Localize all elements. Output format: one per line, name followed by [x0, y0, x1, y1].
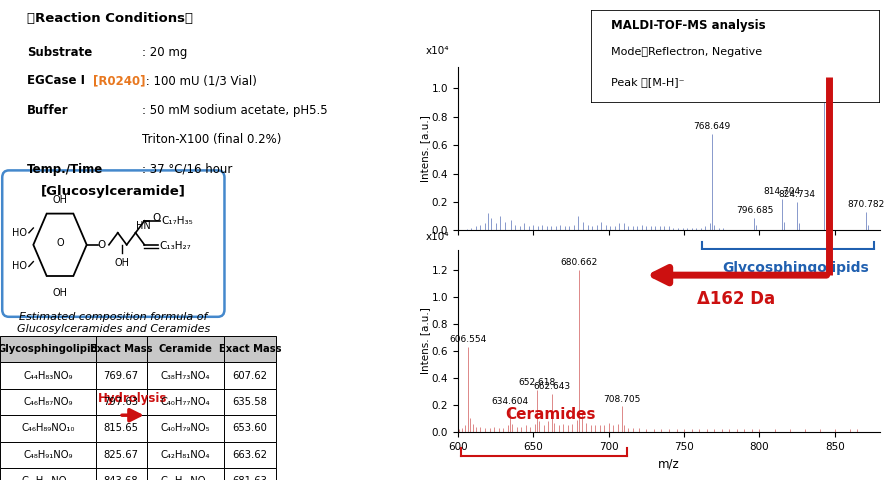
Text: Temp./Time: Temp./Time — [27, 163, 103, 176]
Text: 814.704: 814.704 — [763, 187, 800, 196]
Text: 663.62: 663.62 — [233, 450, 268, 460]
Bar — [0, 336, 96, 362]
FancyBboxPatch shape — [3, 170, 224, 317]
Text: C₄₈H₉₃NO₁₀: C₄₈H₉₃NO₁₀ — [21, 476, 75, 480]
Bar — [0, 389, 96, 415]
Text: : 100 mU (1/3 Vial): : 100 mU (1/3 Vial) — [142, 74, 257, 87]
Text: Triton-X100 (final 0.2%): Triton-X100 (final 0.2%) — [142, 133, 282, 146]
Bar — [0, 468, 96, 480]
Text: 768.649: 768.649 — [693, 122, 731, 131]
Text: 607.62: 607.62 — [233, 371, 268, 381]
Text: O: O — [56, 239, 64, 248]
Text: Glycosphingolipid: Glycosphingolipid — [0, 344, 98, 354]
Text: HN: HN — [135, 221, 150, 230]
Bar — [0, 442, 96, 468]
Text: 634.604: 634.604 — [492, 397, 529, 407]
Text: Substrate: Substrate — [27, 46, 92, 59]
Text: x10⁴: x10⁴ — [426, 232, 450, 242]
Text: 769.67: 769.67 — [103, 371, 139, 381]
Bar — [96, 362, 147, 389]
Text: Peak ：[M-H]⁻: Peak ：[M-H]⁻ — [612, 77, 685, 87]
Text: EGCase I: EGCase I — [27, 74, 89, 87]
Text: x10⁴: x10⁴ — [426, 46, 450, 56]
Text: 824.734: 824.734 — [778, 190, 815, 199]
Bar — [96, 415, 147, 442]
Text: 842.748: 842.748 — [805, 77, 843, 85]
Text: [Glucosylceramide]: [Glucosylceramide] — [41, 185, 186, 198]
Text: C₄₄H₈₃NO₉: C₄₄H₈₃NO₉ — [23, 371, 73, 381]
Text: Exact Mass: Exact Mass — [90, 344, 152, 354]
Text: C₄₂H₈₁NO₄: C₄₂H₈₁NO₄ — [161, 450, 211, 460]
Text: Exact Mass: Exact Mass — [219, 344, 281, 354]
Bar — [147, 442, 224, 468]
Text: 635.58: 635.58 — [233, 397, 268, 407]
Text: 815.65: 815.65 — [104, 423, 139, 433]
Text: : 37 °C/16 hour: : 37 °C/16 hour — [142, 163, 233, 176]
Text: C₁₇H₃₅: C₁₇H₃₅ — [161, 216, 193, 226]
Text: OH: OH — [115, 258, 130, 268]
Text: Δ162 Da: Δ162 Da — [698, 289, 775, 308]
Text: HO: HO — [12, 228, 28, 238]
Text: O: O — [152, 214, 160, 223]
Text: HO: HO — [12, 262, 28, 271]
Bar — [147, 468, 224, 480]
Text: 606.554: 606.554 — [449, 335, 486, 344]
Text: 662.643: 662.643 — [533, 383, 571, 392]
Bar — [0, 362, 96, 389]
Text: 796.685: 796.685 — [736, 206, 773, 215]
Bar — [147, 415, 224, 442]
Bar — [147, 362, 224, 389]
Text: C₁₃H₂₇: C₁₃H₂₇ — [159, 241, 191, 251]
Text: Mode：Reflectron, Negative: Mode：Reflectron, Negative — [612, 47, 763, 57]
Bar — [96, 389, 147, 415]
Bar — [224, 362, 276, 389]
Text: 【Reaction Conditions】: 【Reaction Conditions】 — [27, 12, 193, 25]
Bar — [147, 389, 224, 415]
Text: Hydrolysis: Hydrolysis — [98, 392, 168, 405]
Text: 680.662: 680.662 — [561, 258, 598, 267]
Text: 708.705: 708.705 — [603, 395, 640, 404]
Bar — [224, 389, 276, 415]
Text: 653.60: 653.60 — [233, 423, 268, 433]
Text: 652.618: 652.618 — [518, 378, 556, 387]
Text: C₄₆H₈₉NO₁₀: C₄₆H₈₉NO₁₀ — [21, 423, 75, 433]
X-axis label: m/z: m/z — [658, 457, 680, 470]
Text: C₃₈H₇₃NO₄: C₃₈H₇₃NO₄ — [161, 371, 211, 381]
Bar — [96, 442, 147, 468]
Text: C₄₈H₉₁NO₉: C₄₈H₉₁NO₉ — [23, 450, 73, 460]
Text: OH: OH — [52, 195, 68, 205]
Text: : 50 mM sodium acetate, pH5.5: : 50 mM sodium acetate, pH5.5 — [142, 104, 328, 117]
Text: 825.67: 825.67 — [104, 450, 139, 460]
Text: Ceramides: Ceramides — [506, 407, 596, 422]
Text: [R0240]: [R0240] — [93, 74, 146, 87]
Text: Glycosphingolipids: Glycosphingolipids — [722, 261, 869, 275]
Bar — [224, 415, 276, 442]
Text: 797.63: 797.63 — [104, 397, 139, 407]
Y-axis label: Intens. [a.u.]: Intens. [a.u.] — [420, 115, 430, 182]
Text: MALDI-TOF-MS analysis: MALDI-TOF-MS analysis — [612, 19, 766, 32]
Bar — [147, 336, 224, 362]
Text: C₄₀H₇₉NO₅: C₄₀H₇₉NO₅ — [161, 423, 211, 433]
Text: : 20 mg: : 20 mg — [142, 46, 188, 59]
Bar — [96, 468, 147, 480]
Text: Estimated composition formula of
Glucosylceramides and Ceramides: Estimated composition formula of Glucosy… — [17, 312, 210, 334]
Text: 681.63: 681.63 — [233, 476, 268, 480]
Bar — [224, 442, 276, 468]
Text: OH: OH — [52, 288, 68, 298]
Bar — [96, 336, 147, 362]
Text: 843.68: 843.68 — [104, 476, 139, 480]
Text: C₄₂H₈₃NO₅: C₄₂H₈₃NO₅ — [161, 476, 211, 480]
Text: 870.782: 870.782 — [847, 200, 885, 209]
Bar — [224, 336, 276, 362]
Text: C₄₆H₈₇NO₉: C₄₆H₈₇NO₉ — [23, 397, 73, 407]
Text: Ceramide: Ceramide — [158, 344, 212, 354]
Y-axis label: Intens. [a.u.]: Intens. [a.u.] — [420, 307, 430, 374]
Text: C₄₀H₇₇NO₄: C₄₀H₇₇NO₄ — [161, 397, 211, 407]
Bar — [0, 415, 96, 442]
Bar — [224, 468, 276, 480]
Text: O: O — [97, 240, 106, 250]
Text: Buffer: Buffer — [27, 104, 68, 117]
